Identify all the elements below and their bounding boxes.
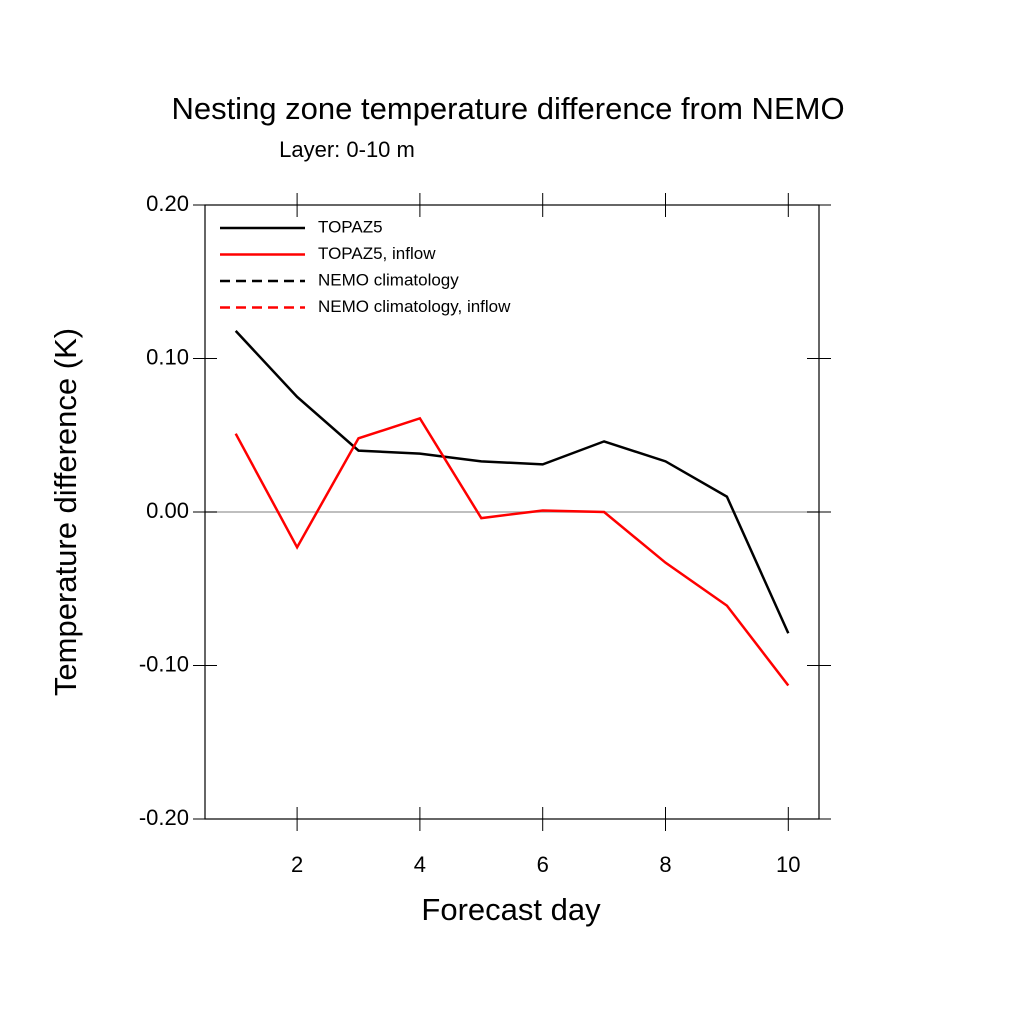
legend-label: TOPAZ5	[318, 217, 383, 236]
y-tick-label: 0.10	[146, 344, 189, 369]
legend-label: NEMO climatology	[318, 270, 459, 289]
series-line	[234, 330, 790, 634]
legend-label: TOPAZ5, inflow	[318, 244, 436, 263]
x-axis-label: Forecast day	[421, 892, 601, 927]
chart-title: Nesting zone temperature difference from…	[171, 91, 844, 126]
x-tick-label: 10	[776, 852, 800, 877]
y-tick-label: -0.20	[139, 805, 189, 830]
y-tick-label: -0.10	[139, 651, 189, 676]
x-tick-label: 6	[537, 852, 549, 877]
y-tick-label: 0.20	[146, 191, 189, 216]
y-tick-label: 0.00	[146, 498, 189, 523]
chart-subtitle: Layer: 0-10 m	[279, 137, 415, 162]
x-tick-label: 4	[414, 852, 426, 877]
x-tick-label: 8	[659, 852, 671, 877]
x-tick-label: 2	[291, 852, 303, 877]
series-line	[234, 416, 790, 687]
legend-label: NEMO climatology, inflow	[318, 297, 511, 316]
y-axis-label: Temperature difference (K)	[48, 328, 83, 696]
